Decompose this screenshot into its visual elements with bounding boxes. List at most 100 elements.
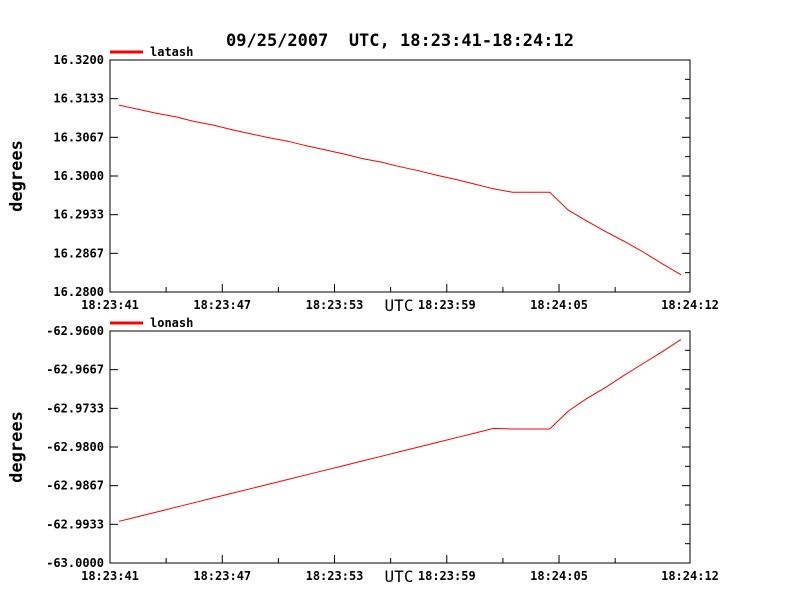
- data-point: [343, 465, 345, 467]
- y-tick-label: 16.3067: [53, 130, 104, 144]
- data-point: [474, 432, 476, 434]
- plots-group: 16.2800 16.2867 16.2933 16.3000 16.3067 16.31…: [7, 45, 719, 586]
- data-point: [268, 483, 270, 485]
- data-point: [137, 108, 139, 110]
- plot-panel-2: -63.0000 -62.9933 -62.9867 -62.9800 -62.9733…: [7, 316, 719, 586]
- data-point: [661, 351, 663, 353]
- data-point: [231, 129, 233, 131]
- data-point: [156, 112, 158, 114]
- data-point: [268, 137, 270, 139]
- data-point: [567, 209, 569, 211]
- data-point: [324, 149, 326, 151]
- data-point: [362, 460, 364, 462]
- x-tick-label: 18:24:12: [661, 569, 719, 583]
- y-tick-label: -63.0000: [46, 556, 104, 570]
- legend-label: latash: [150, 45, 193, 59]
- data-point: [399, 166, 401, 168]
- y-tick-label: 16.3000: [53, 169, 104, 183]
- x-tick-label: 18:23:59: [418, 298, 476, 312]
- data-point: [680, 274, 682, 276]
- y-tick-label: -62.9867: [46, 479, 104, 493]
- data-point: [436, 174, 438, 176]
- data-point: [624, 374, 626, 376]
- data-point: [642, 251, 644, 253]
- data-point: [418, 446, 420, 448]
- data-point: [474, 183, 476, 185]
- data-point: [249, 488, 251, 490]
- y-tick-label: -62.9933: [46, 517, 104, 531]
- data-point: [118, 520, 120, 522]
- data-point: [436, 441, 438, 443]
- data-point: [287, 140, 289, 142]
- plot-frame: [109, 59, 691, 293]
- x-tick-label: 18:23:53: [306, 298, 364, 312]
- data-point: [193, 120, 195, 122]
- x-tick-label: 18:23:59: [418, 569, 476, 583]
- data-point: [511, 191, 513, 193]
- x-tick-label: 18:23:53: [306, 569, 364, 583]
- data-point: [567, 410, 569, 412]
- data-point: [137, 516, 139, 518]
- chart-title: 09/25/2007 UTC, 18:23:41-18:24:12: [226, 31, 574, 51]
- data-point: [212, 497, 214, 499]
- data-point: [549, 428, 551, 430]
- y-tick-label: -62.9667: [46, 363, 104, 377]
- x-tick-label: 18:24:05: [530, 569, 588, 583]
- legend-label: lonash: [150, 316, 193, 330]
- data-point: [380, 161, 382, 163]
- data-point: [455, 178, 457, 180]
- data-point: [249, 133, 251, 135]
- x-axis-label: UTC: [385, 296, 414, 315]
- data-point: [174, 506, 176, 508]
- y-tick-label: -62.9600: [46, 324, 104, 338]
- data-point: [193, 502, 195, 504]
- data-point: [287, 478, 289, 480]
- data-point: [231, 492, 233, 494]
- data-point: [642, 362, 644, 364]
- data-point: [586, 397, 588, 399]
- data-point: [174, 116, 176, 118]
- data-point: [324, 469, 326, 471]
- data-point: [605, 231, 607, 233]
- x-tick-label: 18:24:12: [661, 298, 719, 312]
- data-point: [680, 339, 682, 341]
- data-point: [399, 451, 401, 453]
- y-tick-label: 16.2933: [53, 208, 104, 222]
- y-tick-label: 16.2800: [53, 285, 104, 299]
- y-tick-label: -62.9800: [46, 440, 104, 454]
- x-tick-label: 18:23:47: [193, 298, 251, 312]
- y-tick-label: -62.9733: [46, 401, 104, 415]
- data-point: [343, 153, 345, 155]
- y-tick-label: 16.2867: [53, 246, 104, 260]
- data-point: [305, 145, 307, 147]
- data-point: [118, 104, 120, 106]
- x-axis-label: UTC: [385, 567, 414, 586]
- data-point: [530, 428, 532, 430]
- data-point: [156, 511, 158, 513]
- x-tick-label: 18:24:05: [530, 298, 588, 312]
- data-point: [493, 427, 495, 429]
- data-point: [661, 263, 663, 265]
- data-point: [549, 191, 551, 193]
- data-point: [380, 455, 382, 457]
- data-point: [511, 428, 513, 430]
- plot-frame: [109, 330, 691, 564]
- data-point: [586, 220, 588, 222]
- series-line-latash: [119, 104, 681, 276]
- data-point: [605, 386, 607, 388]
- x-tick-label: 18:23:47: [193, 569, 251, 583]
- data-point: [418, 170, 420, 172]
- data-point: [493, 188, 495, 190]
- series-line-lonash: [119, 339, 681, 522]
- plot-panel-1: 16.2800 16.2867 16.2933 16.3000 16.3067 16.31…: [7, 45, 719, 315]
- x-tick-label: 18:23:41: [81, 569, 139, 583]
- x-tick-label: 18:23:41: [81, 298, 139, 312]
- y-axis-label: degrees: [7, 140, 27, 212]
- y-axis-label: degrees: [7, 411, 27, 483]
- data-point: [455, 437, 457, 439]
- data-point: [212, 124, 214, 126]
- y-tick-label: 16.3133: [53, 92, 104, 106]
- data-point: [624, 241, 626, 243]
- data-point: [305, 474, 307, 476]
